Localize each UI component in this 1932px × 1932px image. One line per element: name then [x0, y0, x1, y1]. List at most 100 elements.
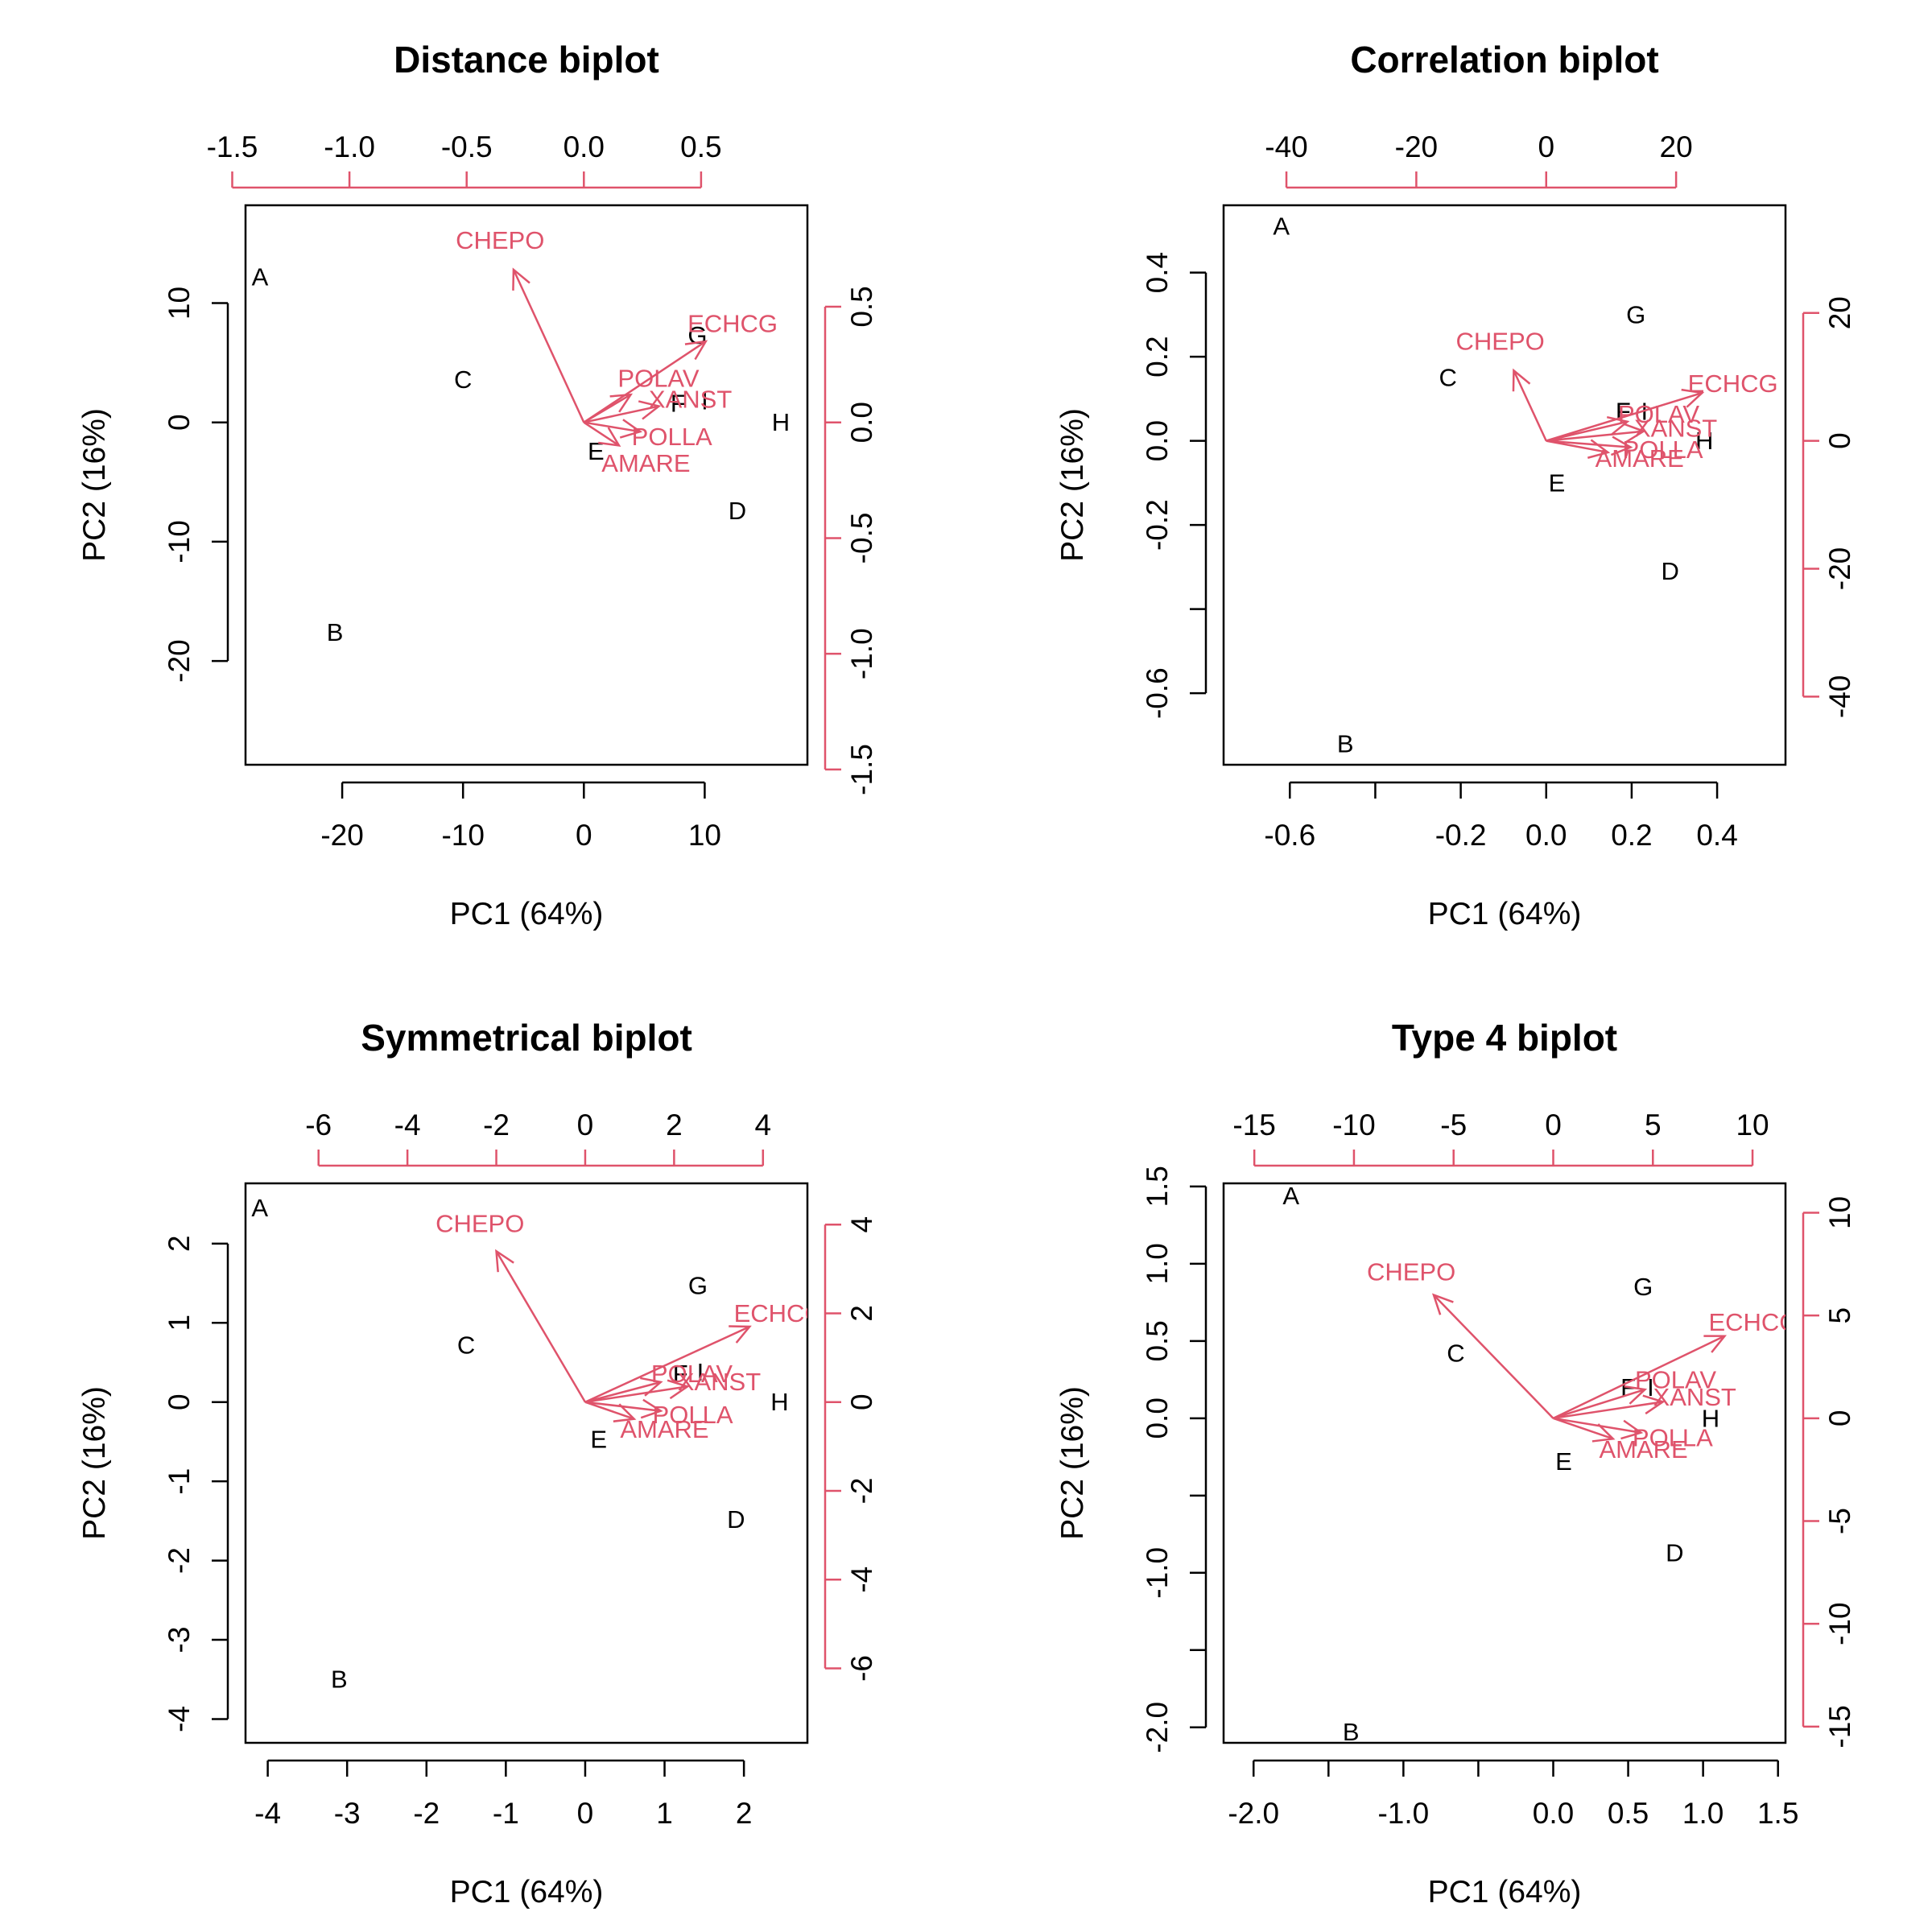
loading-arrowhead-amare: [1587, 439, 1611, 459]
loading-arrow-polla: [584, 421, 641, 433]
loading-arrow-chepo: [1433, 1294, 1554, 1419]
x-tick-label: -2: [413, 1797, 440, 1830]
top-tick-label: 10: [1736, 1108, 1769, 1141]
loading-label-amare: AMARE: [1596, 444, 1684, 473]
loading-arrow-polav: [584, 1381, 662, 1403]
loading-arrow-amare: [1553, 1417, 1614, 1440]
loading-label-polla: POLLA: [632, 423, 712, 451]
top-tick-label: -40: [1265, 130, 1307, 163]
top-tick-label: 4: [755, 1108, 772, 1141]
x-tick-label: 0: [577, 1797, 594, 1830]
top-tick-label: -1.0: [324, 130, 375, 163]
y-tick-label: -0.2: [1141, 499, 1174, 551]
loading-label-echcg: ECHCG: [687, 309, 778, 337]
y-tick-label: 1.5: [1141, 1166, 1174, 1207]
y-tick-label: -20: [163, 639, 196, 682]
right-tick-label: -20: [1823, 547, 1856, 590]
point-label-i: I: [697, 1358, 704, 1386]
point-label-e: E: [1555, 1447, 1572, 1476]
loading-arrowhead-polla: [619, 419, 643, 439]
top-tick-label: -6: [305, 1108, 332, 1141]
point-label-c: C: [1439, 364, 1456, 392]
top-tick-label: 2: [666, 1108, 683, 1141]
x-tick-label: -0.2: [1435, 819, 1487, 852]
y-tick-label: -2: [163, 1547, 196, 1574]
point-label-e: E: [1549, 469, 1566, 497]
y-tick-label: 0.2: [1141, 336, 1174, 377]
plot-frame: [244, 1182, 809, 1744]
right-tick-label: 10: [1823, 1196, 1856, 1229]
y-axis-label: PC2 (16%): [77, 1386, 112, 1540]
x-tick-label: -1.0: [1377, 1797, 1429, 1830]
y-tick-label: 0.0: [1141, 420, 1174, 461]
loading-arrowhead-xanst: [1623, 423, 1646, 444]
right-tick-label: -10: [1823, 1602, 1856, 1645]
loading-arrowhead-echcg: [729, 1325, 752, 1344]
loading-arrowhead-polla: [1620, 1419, 1644, 1440]
loading-label-chepo: CHEPO: [456, 226, 544, 254]
point-label-d: D: [1661, 557, 1678, 585]
right-tick-label: 0: [1823, 432, 1856, 449]
y-tick-label: -3: [163, 1627, 196, 1653]
point-label-h: H: [1695, 427, 1713, 455]
point-label-d: D: [729, 497, 746, 525]
right-tick-label: 0: [845, 1393, 878, 1410]
top-tick-label: 0.5: [680, 130, 721, 163]
y-tick-label: 0: [163, 414, 196, 431]
loading-label-polav: POLAV: [617, 364, 699, 392]
loading-arrowhead-echcg: [1703, 1335, 1727, 1353]
plot-frame: [1222, 1182, 1787, 1744]
loading-arrow-chepo: [512, 269, 585, 423]
point-label-b: B: [331, 1666, 348, 1694]
x-tick-label: -2.0: [1228, 1797, 1279, 1830]
y-tick-label: 0: [163, 1393, 196, 1410]
loading-arrow-amare: [1546, 440, 1608, 454]
loading-arrowhead-polav: [609, 393, 634, 413]
point-label-h: H: [1702, 1404, 1719, 1432]
plot-frame: [1222, 204, 1787, 766]
point-label-b: B: [1337, 729, 1354, 758]
loading-label-xanst: XANST: [1653, 1383, 1736, 1411]
loading-arrow-polla: [1546, 440, 1631, 448]
chart-title: Type 4 biplot: [1392, 1017, 1617, 1059]
x-tick-label: 0.5: [1608, 1797, 1649, 1830]
top-tick-label: -5: [1440, 1108, 1467, 1141]
top-tick-label: -10: [1332, 1108, 1375, 1141]
y-tick-label: 1: [163, 1315, 196, 1331]
x-tick-label: 0.4: [1696, 819, 1737, 852]
right-tick-label: -1.0: [845, 628, 878, 679]
x-axis-label: PC1 (64%): [1428, 897, 1582, 931]
loading-label-chepo: CHEPO: [436, 1209, 524, 1237]
top-tick-label: 0: [1545, 1108, 1562, 1141]
loading-label-amare: AMARE: [601, 449, 690, 477]
y-tick-label: -4: [163, 1706, 196, 1732]
loading-arrowhead-polav: [1624, 1385, 1648, 1405]
loading-label-chepo: CHEPO: [1456, 327, 1545, 355]
point-label-g: G: [688, 1271, 708, 1299]
loading-arrow-polla: [1553, 1417, 1641, 1434]
point-label-a: A: [252, 262, 269, 291]
top-tick-label: 0: [1538, 130, 1554, 163]
loading-arrow-chepo: [495, 1250, 587, 1403]
point-label-a: A: [1273, 213, 1290, 241]
loading-arrow-polav: [1546, 420, 1628, 442]
point-label-g: G: [1626, 300, 1645, 328]
right-tick-label: -4: [845, 1567, 878, 1593]
right-tick-label: -40: [1823, 675, 1856, 718]
right-tick-label: -2: [845, 1478, 878, 1505]
point-label-c: C: [457, 1331, 475, 1359]
x-tick-label: 2: [736, 1797, 753, 1830]
loading-label-polla: POLLA: [653, 1401, 733, 1429]
loading-label-polav: POLAV: [1618, 400, 1699, 428]
loading-label-chepo: CHEPO: [1367, 1257, 1455, 1286]
loading-arrowhead-chepo: [1431, 1293, 1454, 1315]
top-tick-label: -4: [394, 1108, 421, 1141]
x-tick-label: -3: [334, 1797, 361, 1830]
loading-arrowhead-polla: [1610, 436, 1633, 456]
chart-title: Symmetrical biplot: [361, 1017, 692, 1059]
y-axis-label: PC2 (16%): [1055, 408, 1090, 562]
point-label-i: I: [1647, 1373, 1654, 1402]
